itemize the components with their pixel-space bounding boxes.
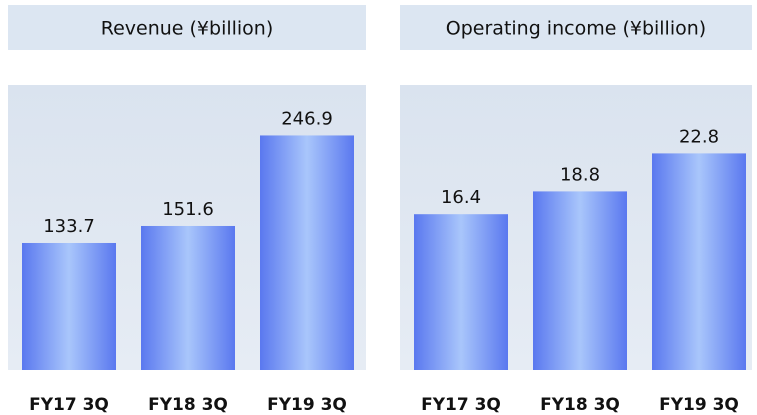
title-box <box>400 5 752 50</box>
value-label: 246.9 <box>281 108 333 129</box>
x-tick-label: FY19 3Q <box>267 395 347 415</box>
x-tick-label: FY18 3Q <box>540 395 620 415</box>
title-box <box>8 5 366 50</box>
bar <box>414 214 508 370</box>
bar <box>652 153 746 370</box>
chart-title: Revenue (¥billion) <box>101 18 274 40</box>
x-tick-label: FY19 3Q <box>659 395 739 415</box>
value-label: 133.7 <box>43 216 95 237</box>
x-tick-label: FY17 3Q <box>29 395 109 415</box>
bar <box>260 135 354 370</box>
bar <box>141 225 235 370</box>
value-label: 151.6 <box>162 199 214 220</box>
x-tick-label: FY17 3Q <box>421 395 501 415</box>
x-tick-label: FY18 3Q <box>148 395 228 415</box>
bar <box>533 191 627 370</box>
chart-title: Operating income (¥billion) <box>446 18 706 40</box>
value-label: 16.4 <box>441 187 481 208</box>
bar <box>22 242 116 370</box>
value-label: 22.8 <box>679 126 719 147</box>
value-label: 18.8 <box>560 164 600 185</box>
